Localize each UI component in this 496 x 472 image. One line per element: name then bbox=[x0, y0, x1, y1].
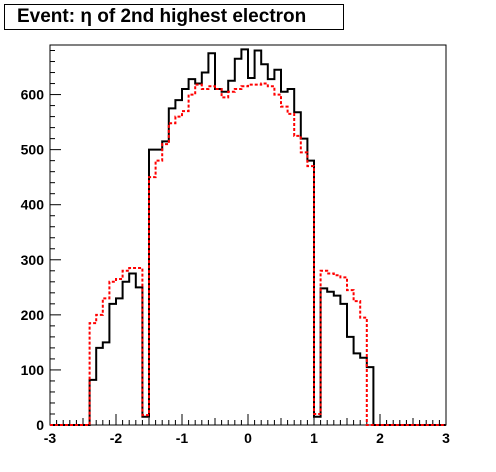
x-tick-label: 2 bbox=[376, 430, 384, 446]
axis-ticks bbox=[49, 50, 447, 426]
histogram-series-1 bbox=[50, 48, 446, 426]
y-tick-label: 500 bbox=[21, 142, 45, 158]
x-tick-label: 1 bbox=[310, 430, 318, 446]
y-tick-label: 100 bbox=[21, 362, 45, 378]
histogram-series bbox=[50, 48, 446, 426]
chart-title: Event: η of 2nd highest electron bbox=[17, 6, 307, 27]
chart-title-box: Event: η of 2nd highest electron bbox=[4, 4, 344, 30]
y-tick-label: 300 bbox=[21, 252, 45, 268]
x-tick-label: -2 bbox=[110, 430, 123, 446]
x-tick-label: 3 bbox=[442, 430, 450, 446]
histogram-series-2 bbox=[50, 82, 446, 426]
x-tick-label: 0 bbox=[244, 430, 252, 446]
axis-tick-labels: -3 -2 -1 0 1 2 3 0 100 200 300 400 500 600 bbox=[21, 87, 450, 446]
y-tick-label: 200 bbox=[21, 307, 45, 323]
x-tick-label: -3 bbox=[44, 430, 57, 446]
y-tick-label: 400 bbox=[21, 197, 45, 213]
y-tick-label: 600 bbox=[21, 87, 45, 103]
y-tick-label: 0 bbox=[36, 417, 44, 433]
x-tick-label: -1 bbox=[176, 430, 189, 446]
plot-frame bbox=[49, 44, 447, 426]
